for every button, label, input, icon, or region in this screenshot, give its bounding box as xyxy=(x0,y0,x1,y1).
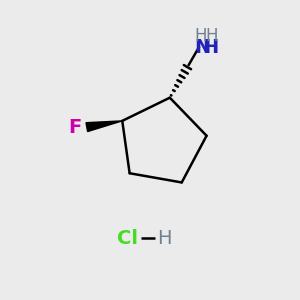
Text: F: F xyxy=(68,118,81,136)
Polygon shape xyxy=(86,121,122,132)
Text: N: N xyxy=(195,38,211,57)
Text: H: H xyxy=(195,28,207,46)
Text: H: H xyxy=(157,229,171,247)
Text: Cl: Cl xyxy=(118,229,139,247)
Text: H: H xyxy=(203,38,219,57)
Text: H: H xyxy=(206,28,218,46)
